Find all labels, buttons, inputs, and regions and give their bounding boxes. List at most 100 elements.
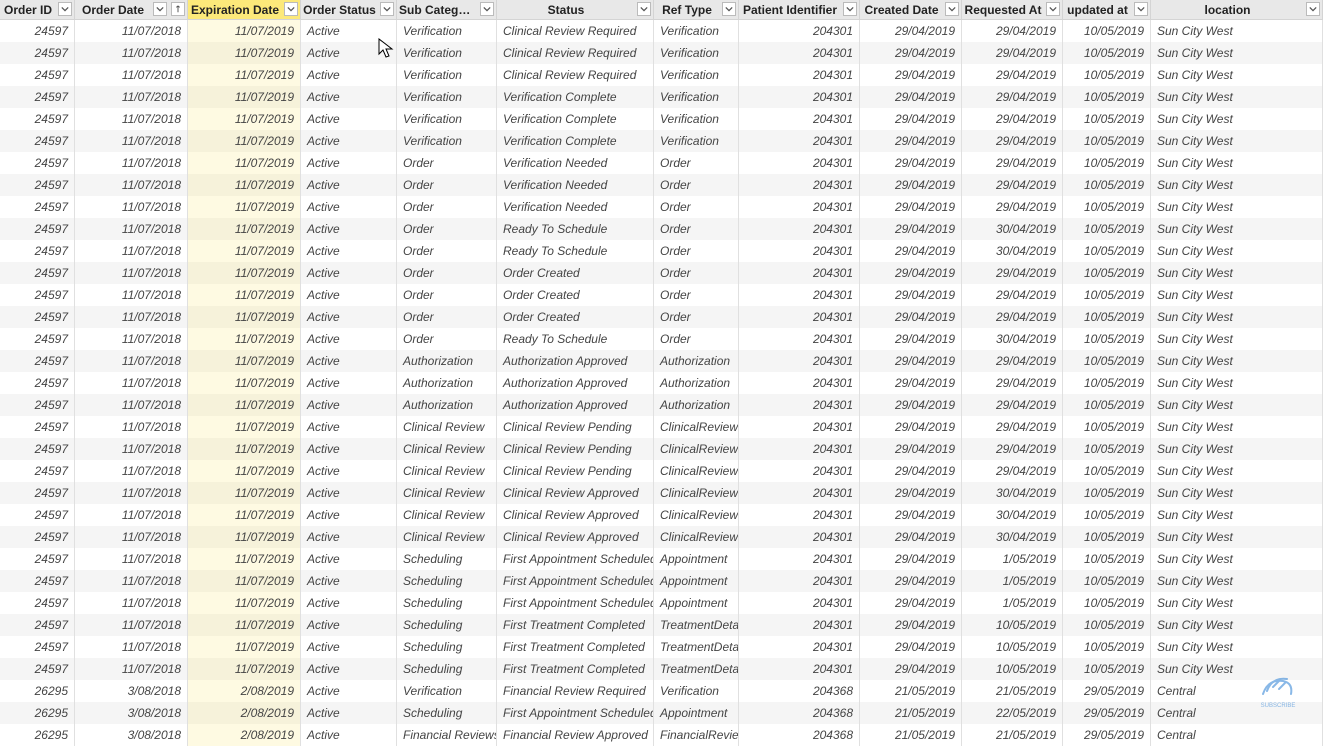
cell-sub_category[interactable]: Order [397, 218, 497, 240]
cell-patient_id[interactable]: 204301 [739, 570, 860, 592]
cell-order_id[interactable]: 24597 [0, 592, 75, 614]
cell-location[interactable]: Sun City West [1151, 108, 1323, 130]
cell-created_date[interactable]: 29/04/2019 [860, 592, 962, 614]
cell-location[interactable]: Sun City West [1151, 86, 1323, 108]
cell-expiration_date[interactable]: 11/07/2019 [188, 262, 301, 284]
column-header-ref_type[interactable]: Ref Type [654, 0, 739, 20]
cell-expiration_date[interactable]: 2/08/2019 [188, 702, 301, 724]
cell-order_status[interactable]: Active [301, 636, 397, 658]
cell-created_date[interactable]: 29/04/2019 [860, 218, 962, 240]
cell-updated_at[interactable]: 10/05/2019 [1063, 614, 1151, 636]
table-row[interactable]: 2459711/07/201811/07/2019ActiveVerificat… [0, 20, 1323, 42]
cell-order_status[interactable]: Active [301, 614, 397, 636]
cell-patient_id[interactable]: 204301 [739, 196, 860, 218]
cell-requested_at[interactable]: 1/05/2019 [962, 548, 1063, 570]
cell-updated_at[interactable]: 10/05/2019 [1063, 108, 1151, 130]
cell-requested_at[interactable]: 29/04/2019 [962, 20, 1063, 42]
table-row[interactable]: 262953/08/20182/08/2019ActiveVerificatio… [0, 680, 1323, 702]
cell-updated_at[interactable]: 10/05/2019 [1063, 174, 1151, 196]
cell-updated_at[interactable]: 10/05/2019 [1063, 372, 1151, 394]
cell-status[interactable]: Authorization Approved [497, 350, 654, 372]
cell-order_status[interactable]: Active [301, 130, 397, 152]
cell-sub_category[interactable]: Clinical Review [397, 482, 497, 504]
cell-sub_category[interactable]: Verification [397, 64, 497, 86]
cell-sub_category[interactable]: Clinical Review [397, 438, 497, 460]
cell-expiration_date[interactable]: 11/07/2019 [188, 526, 301, 548]
cell-requested_at[interactable]: 1/05/2019 [962, 570, 1063, 592]
cell-expiration_date[interactable]: 11/07/2019 [188, 658, 301, 680]
cell-expiration_date[interactable]: 11/07/2019 [188, 196, 301, 218]
table-row[interactable]: 2459711/07/201811/07/2019ActiveClinical … [0, 482, 1323, 504]
cell-created_date[interactable]: 29/04/2019 [860, 328, 962, 350]
cell-location[interactable]: Sun City West [1151, 350, 1323, 372]
cell-expiration_date[interactable]: 11/07/2019 [188, 174, 301, 196]
table-row[interactable]: 2459711/07/201811/07/2019ActiveOrderRead… [0, 328, 1323, 350]
cell-requested_at[interactable]: 10/05/2019 [962, 658, 1063, 680]
cell-location[interactable]: Sun City West [1151, 614, 1323, 636]
cell-order_status[interactable]: Active [301, 306, 397, 328]
cell-patient_id[interactable]: 204301 [739, 350, 860, 372]
cell-created_date[interactable]: 29/04/2019 [860, 64, 962, 86]
filter-dropdown-icon[interactable] [284, 2, 298, 16]
cell-order_status[interactable]: Active [301, 262, 397, 284]
cell-requested_at[interactable]: 10/05/2019 [962, 636, 1063, 658]
cell-order_date[interactable]: 11/07/2018 [75, 438, 188, 460]
cell-ref_type[interactable]: Verification [654, 86, 739, 108]
cell-ref_type[interactable]: Verification [654, 680, 739, 702]
cell-sub_category[interactable]: Order [397, 196, 497, 218]
cell-expiration_date[interactable]: 11/07/2019 [188, 42, 301, 64]
filter-dropdown-icon[interactable] [637, 2, 651, 16]
cell-location[interactable]: Sun City West [1151, 42, 1323, 64]
cell-created_date[interactable]: 29/04/2019 [860, 394, 962, 416]
cell-ref_type[interactable]: Appointment [654, 570, 739, 592]
cell-patient_id[interactable]: 204301 [739, 614, 860, 636]
cell-sub_category[interactable]: Scheduling [397, 592, 497, 614]
table-row[interactable]: 2459711/07/201811/07/2019ActiveOrderVeri… [0, 196, 1323, 218]
cell-status[interactable]: Authorization Approved [497, 394, 654, 416]
cell-requested_at[interactable]: 29/04/2019 [962, 372, 1063, 394]
cell-expiration_date[interactable]: 11/07/2019 [188, 328, 301, 350]
cell-order_date[interactable]: 11/07/2018 [75, 218, 188, 240]
cell-updated_at[interactable]: 10/05/2019 [1063, 592, 1151, 614]
cell-order_date[interactable]: 11/07/2018 [75, 42, 188, 64]
cell-order_status[interactable]: Active [301, 438, 397, 460]
filter-dropdown-icon[interactable] [1134, 2, 1148, 16]
cell-status[interactable]: Verification Needed [497, 174, 654, 196]
cell-order_date[interactable]: 11/07/2018 [75, 592, 188, 614]
cell-updated_at[interactable]: 10/05/2019 [1063, 570, 1151, 592]
cell-location[interactable]: Sun City West [1151, 130, 1323, 152]
cell-location[interactable]: Sun City West [1151, 394, 1323, 416]
cell-ref_type[interactable]: FinancialReview [654, 724, 739, 746]
cell-order_date[interactable]: 11/07/2018 [75, 416, 188, 438]
cell-expiration_date[interactable]: 11/07/2019 [188, 240, 301, 262]
cell-requested_at[interactable]: 22/05/2019 [962, 702, 1063, 724]
cell-expiration_date[interactable]: 11/07/2019 [188, 592, 301, 614]
cell-sub_category[interactable]: Order [397, 152, 497, 174]
cell-order_status[interactable]: Active [301, 86, 397, 108]
table-row[interactable]: 2459711/07/201811/07/2019ActiveSchedulin… [0, 658, 1323, 680]
cell-ref_type[interactable]: Verification [654, 20, 739, 42]
cell-ref_type[interactable]: ClinicalReview [654, 526, 739, 548]
cell-status[interactable]: Clinical Review Required [497, 42, 654, 64]
cell-sub_category[interactable]: Verification [397, 42, 497, 64]
cell-requested_at[interactable]: 30/04/2019 [962, 218, 1063, 240]
cell-sub_category[interactable]: Scheduling [397, 614, 497, 636]
cell-updated_at[interactable]: 10/05/2019 [1063, 482, 1151, 504]
cell-created_date[interactable]: 21/05/2019 [860, 724, 962, 746]
cell-order_date[interactable]: 11/07/2018 [75, 350, 188, 372]
column-header-expiration_date[interactable]: Expiration Date [188, 0, 301, 20]
cell-created_date[interactable]: 29/04/2019 [860, 86, 962, 108]
cell-order_id[interactable]: 24597 [0, 526, 75, 548]
filter-dropdown-icon[interactable] [1306, 2, 1320, 16]
cell-order_date[interactable]: 11/07/2018 [75, 130, 188, 152]
cell-ref_type[interactable]: Authorization [654, 350, 739, 372]
cell-ref_type[interactable]: Appointment [654, 592, 739, 614]
cell-updated_at[interactable]: 29/05/2019 [1063, 724, 1151, 746]
cell-order_id[interactable]: 24597 [0, 548, 75, 570]
table-row[interactable]: 262953/08/20182/08/2019ActiveSchedulingF… [0, 702, 1323, 724]
table-row[interactable]: 2459711/07/201811/07/2019ActiveSchedulin… [0, 548, 1323, 570]
cell-order_id[interactable]: 24597 [0, 350, 75, 372]
table-row[interactable]: 2459711/07/201811/07/2019ActiveAuthoriza… [0, 394, 1323, 416]
cell-order_date[interactable]: 11/07/2018 [75, 636, 188, 658]
cell-order_status[interactable]: Active [301, 372, 397, 394]
